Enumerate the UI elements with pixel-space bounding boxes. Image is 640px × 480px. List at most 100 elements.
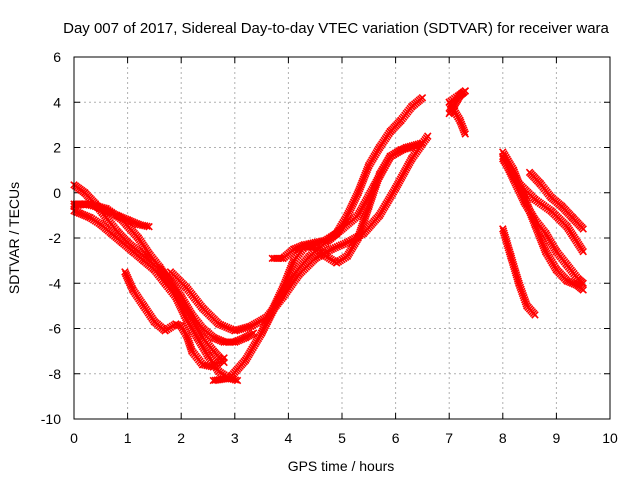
data-point bbox=[503, 239, 511, 248]
data-point bbox=[364, 163, 372, 172]
data-point bbox=[505, 248, 514, 256]
data-point bbox=[284, 270, 293, 278]
data-point bbox=[333, 243, 342, 251]
x-tick-label: 2 bbox=[177, 430, 185, 446]
data-point bbox=[541, 245, 549, 254]
data-point bbox=[285, 268, 293, 277]
data-point bbox=[579, 286, 587, 294]
data-point bbox=[503, 241, 512, 250]
y-tick-label: 4 bbox=[53, 94, 61, 110]
data-point bbox=[510, 262, 518, 271]
data-point bbox=[320, 236, 328, 245]
data-point bbox=[282, 276, 290, 284]
y-tick-label: 2 bbox=[53, 140, 61, 156]
y-tick-label: -6 bbox=[49, 321, 62, 337]
data-point bbox=[509, 260, 518, 269]
data-point bbox=[283, 272, 292, 280]
y-tick-label: -10 bbox=[41, 411, 61, 427]
data-point bbox=[521, 297, 530, 306]
data-point bbox=[539, 241, 548, 250]
data-point bbox=[287, 262, 296, 271]
data-point bbox=[288, 260, 296, 269]
y-tick-label: 6 bbox=[53, 49, 61, 65]
data-point bbox=[218, 321, 227, 330]
data-point bbox=[355, 185, 364, 193]
series-arc-h bbox=[268, 93, 427, 263]
y-axis-label: SDTVAR / TECUs bbox=[6, 182, 22, 294]
data-point bbox=[358, 179, 366, 187]
x-tick-label: 1 bbox=[124, 430, 132, 446]
data-point bbox=[500, 229, 508, 237]
data-point bbox=[359, 175, 368, 183]
data-point bbox=[327, 245, 336, 254]
x-tick-label: 4 bbox=[285, 430, 293, 446]
data-point bbox=[540, 243, 548, 252]
data-point bbox=[512, 269, 520, 277]
x-axis-label: GPS time / hours bbox=[288, 458, 395, 474]
data-point bbox=[505, 246, 513, 254]
data-point bbox=[361, 171, 369, 180]
data-point bbox=[231, 376, 240, 384]
data-point bbox=[507, 254, 516, 262]
data-point bbox=[499, 225, 507, 233]
data-point bbox=[358, 177, 367, 185]
data-point bbox=[220, 354, 228, 362]
data-point bbox=[354, 188, 362, 197]
data-point bbox=[500, 231, 509, 239]
series-arc-n bbox=[525, 168, 587, 233]
x-tick-label: 0 bbox=[70, 430, 78, 446]
x-tick-label: 10 bbox=[602, 430, 618, 446]
data-point bbox=[289, 258, 297, 267]
x-tick-label: 6 bbox=[392, 430, 400, 446]
data-point bbox=[538, 240, 547, 248]
data-point bbox=[362, 167, 371, 176]
y-tick-label: -8 bbox=[49, 366, 62, 382]
data-point bbox=[100, 204, 108, 212]
data-point bbox=[335, 242, 344, 250]
data-point bbox=[356, 183, 365, 191]
data-point bbox=[225, 324, 233, 332]
ticks: 0 1 2 3 4 5 6 7 8 9 10 -10 -8 -6 -4 -2 0 2 4 6 bbox=[41, 49, 618, 446]
data-point bbox=[363, 165, 372, 174]
data-point bbox=[460, 128, 469, 136]
data-point bbox=[506, 250, 514, 258]
data-point bbox=[502, 235, 510, 244]
data-point bbox=[516, 283, 525, 292]
data-point bbox=[187, 345, 196, 353]
data-point bbox=[514, 277, 523, 285]
data-point bbox=[515, 279, 523, 288]
series-arc-m bbox=[499, 155, 587, 256]
data-point bbox=[513, 275, 522, 283]
data-point bbox=[531, 311, 539, 319]
data-point bbox=[508, 258, 517, 267]
data-point bbox=[512, 271, 521, 279]
data-point bbox=[499, 227, 508, 235]
data-point bbox=[518, 289, 527, 298]
data-point bbox=[458, 122, 466, 130]
data-point bbox=[579, 225, 587, 233]
data-point bbox=[515, 281, 524, 290]
data-point bbox=[513, 273, 521, 281]
data-point bbox=[341, 239, 350, 248]
data-point bbox=[361, 169, 370, 178]
data-point bbox=[407, 143, 416, 152]
data-point bbox=[227, 325, 235, 333]
data-point bbox=[518, 287, 526, 296]
data-point bbox=[423, 132, 432, 140]
x-tick-label: 3 bbox=[231, 430, 239, 446]
data-point bbox=[502, 237, 511, 246]
data-point bbox=[511, 266, 519, 275]
x-tick-label: 8 bbox=[499, 430, 507, 446]
data-point bbox=[214, 320, 223, 328]
data-point bbox=[579, 247, 587, 256]
data-point bbox=[143, 222, 151, 231]
x-tick-label: 9 bbox=[553, 430, 561, 446]
data-point bbox=[501, 233, 510, 242]
data-point bbox=[145, 222, 153, 231]
data-point bbox=[507, 252, 515, 260]
data-marks bbox=[70, 87, 587, 385]
data-point bbox=[280, 282, 288, 290]
data-point bbox=[461, 130, 470, 138]
data-point bbox=[286, 266, 294, 275]
